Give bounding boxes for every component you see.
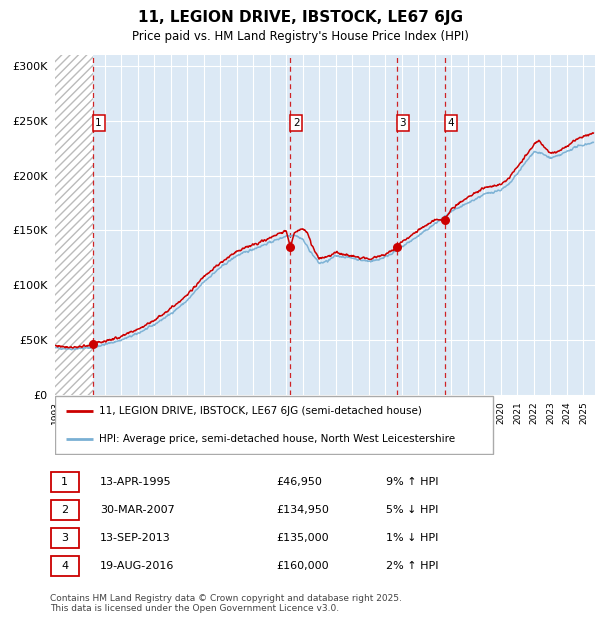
Text: 1% ↓ HPI: 1% ↓ HPI [386, 533, 439, 542]
Text: 5% ↓ HPI: 5% ↓ HPI [386, 505, 439, 515]
Text: Contains HM Land Registry data © Crown copyright and database right 2025.
This d: Contains HM Land Registry data © Crown c… [50, 594, 403, 613]
Text: 3: 3 [61, 533, 68, 542]
Text: 11, LEGION DRIVE, IBSTOCK, LE67 6JG: 11, LEGION DRIVE, IBSTOCK, LE67 6JG [137, 10, 463, 25]
Text: 11, LEGION DRIVE, IBSTOCK, LE67 6JG (semi-detached house): 11, LEGION DRIVE, IBSTOCK, LE67 6JG (sem… [99, 406, 422, 416]
Text: 3: 3 [400, 118, 406, 128]
Text: £46,950: £46,950 [276, 477, 322, 487]
Text: 1: 1 [61, 477, 68, 487]
Text: Price paid vs. HM Land Registry's House Price Index (HPI): Price paid vs. HM Land Registry's House … [131, 30, 469, 43]
FancyBboxPatch shape [50, 500, 79, 520]
Text: £160,000: £160,000 [276, 561, 329, 571]
Text: 4: 4 [61, 561, 68, 571]
Text: £135,000: £135,000 [276, 533, 329, 542]
Text: 19-AUG-2016: 19-AUG-2016 [100, 561, 175, 571]
Text: HPI: Average price, semi-detached house, North West Leicestershire: HPI: Average price, semi-detached house,… [99, 434, 455, 444]
Text: £134,950: £134,950 [276, 505, 329, 515]
Text: 9% ↑ HPI: 9% ↑ HPI [386, 477, 439, 487]
Text: 2: 2 [293, 118, 299, 128]
FancyBboxPatch shape [55, 396, 493, 454]
Text: 13-SEP-2013: 13-SEP-2013 [100, 533, 171, 542]
Text: 1: 1 [95, 118, 102, 128]
Text: 4: 4 [448, 118, 454, 128]
Text: 13-APR-1995: 13-APR-1995 [100, 477, 172, 487]
FancyBboxPatch shape [50, 528, 79, 548]
Text: 30-MAR-2007: 30-MAR-2007 [100, 505, 175, 515]
FancyBboxPatch shape [50, 556, 79, 576]
Text: 2: 2 [61, 505, 68, 515]
FancyBboxPatch shape [50, 472, 79, 492]
Text: 2% ↑ HPI: 2% ↑ HPI [386, 561, 439, 571]
